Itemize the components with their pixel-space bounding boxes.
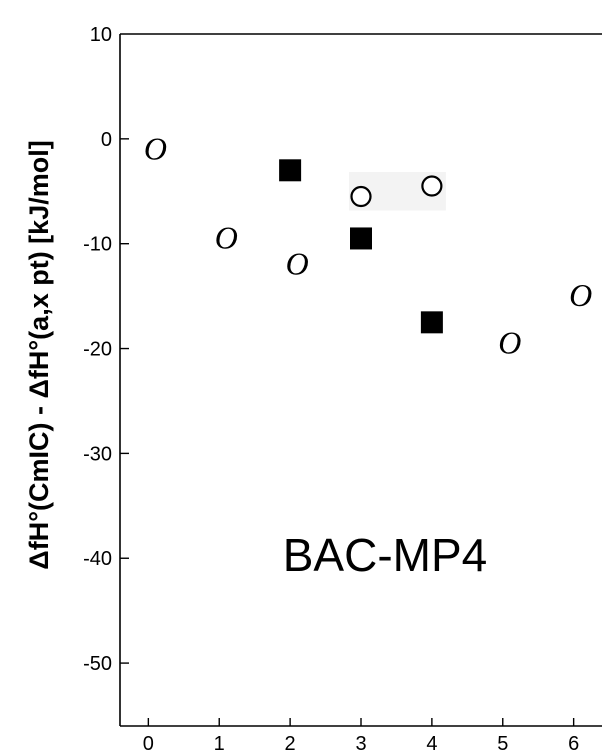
ticks: 10 0 -10 -20 -30 -40 -50 0 1 2 3 4 5 6 [83,24,579,754]
x-tick-label: 0 [143,733,154,754]
data-point-square [420,311,443,334]
data-points: O O O O O [144,130,592,360]
y-tick-label: -10 [83,234,112,256]
data-point-square [279,159,302,182]
data-point-circle [421,175,443,197]
y-tick-label: -30 [83,443,112,465]
data-point-o: O [498,324,521,360]
axes [119,33,602,727]
x-tick-label: 6 [568,733,579,754]
x-tick-label: 3 [355,733,366,754]
data-point-circle [350,185,372,208]
y-tick-label: -50 [83,653,112,675]
data-point-o: O [286,246,309,282]
data-point-square [350,227,372,250]
y-tick-label: 10 [90,24,112,46]
x-tick-label: 5 [497,733,508,754]
data-point-o: O [215,219,238,255]
y-tick-label: -40 [83,548,112,570]
x-tick-label: 2 [285,733,296,754]
data-point-o: O [144,130,167,166]
y-tick-label: -20 [83,339,112,361]
method-annotation: BAC-MP4 [283,529,487,581]
y-tick-label: 0 [101,129,112,151]
y-axis-label: ΔfH°(CmIC) - ΔfH°(a,x pt) [kJ/mol] [24,140,54,569]
x-tick-label: 4 [426,733,437,754]
data-point-o: O [569,277,592,313]
x-tick-label: 1 [214,733,225,754]
